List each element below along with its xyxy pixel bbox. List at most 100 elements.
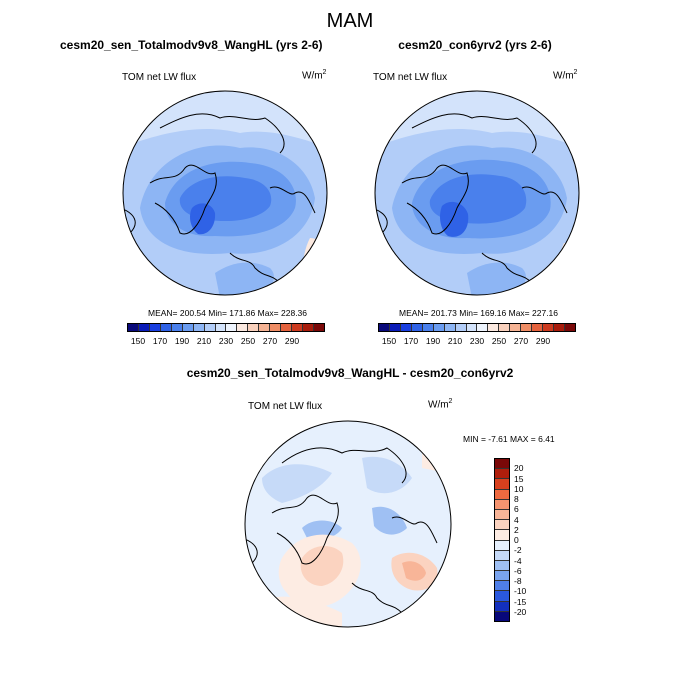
- diff-panel-colorbar-swatch: [495, 540, 509, 551]
- panel-1-colorbar-tick-label: 230: [218, 336, 234, 346]
- panel-1-colorbar-labels: 150 170 190 210 230 250 270 290: [127, 336, 325, 348]
- diff-panel-colorbar-swatch: [495, 560, 509, 572]
- panel-2-coastline: [401, 164, 469, 235]
- panel-1-field-region: [302, 238, 327, 295]
- panel-2-units: W/m2: [553, 69, 578, 82]
- panel-1-colorbar-tick-label: 250: [240, 336, 256, 346]
- diff-panel-colorbar-tick-label: 15: [514, 473, 524, 484]
- panel-2-stats: MEAN= 201.73 Min= 169.16 Max= 227.16: [399, 308, 559, 318]
- panel-1-colorbar-swatch: [237, 324, 249, 331]
- panel-2-colorbar-swatch: [379, 324, 390, 331]
- panel-1-colorbar-swatch: [292, 324, 303, 331]
- panel-2-colorbar-swatch: [466, 324, 478, 331]
- diff-panel-field-region: [402, 561, 426, 581]
- panel-1-title: cesm20_sen_Totalmodv9v8_WangHL (yrs 2-6): [60, 38, 323, 52]
- panel-1-colorbar-swatch: [204, 324, 216, 331]
- diff-panel-colorbar-swatch: [495, 459, 509, 470]
- panel-2-field-region: [375, 238, 388, 273]
- diff-panel-units: W/m2: [428, 398, 453, 411]
- panel-2-map-border: [374, 90, 580, 296]
- panel-2-polar-map: [374, 90, 580, 296]
- panel-2-colorbar-swatch: [444, 324, 456, 331]
- panel-1-colorbar-swatch: [313, 324, 324, 331]
- panel-1-colorbar-swatch: [303, 324, 314, 331]
- panel-1-colorbar-swatch: [171, 324, 183, 331]
- panel-1-colorbar-swatch: [182, 324, 194, 331]
- panel-2-colorbar-tick-label: 230: [469, 336, 485, 346]
- panel-1-colorbar-tick-label: 270: [262, 336, 278, 346]
- panel-1-coastline: [269, 186, 316, 214]
- panel-1-colorbar-tick-label: 210: [196, 336, 212, 346]
- panel-2-colorbar-tick-label: 210: [447, 336, 463, 346]
- panel-2-colorbar-swatch: [521, 324, 533, 331]
- panel-2-colorbar-swatch: [543, 324, 554, 331]
- panel-1-colorbar-swatch: [248, 324, 260, 331]
- diff-panel-field-region: [262, 464, 332, 503]
- panel-1-colorbar-swatch: [149, 324, 161, 331]
- diff-panel-field-region: [362, 456, 412, 494]
- panel-2-colorbar-swatch: [433, 324, 445, 331]
- diff-panel-colorbar-tick-label: 4: [514, 514, 519, 525]
- panel-2-colorbar-labels: 150 170 190 210 230 250 270 290: [378, 336, 576, 348]
- panel-2-coastline: [521, 186, 568, 214]
- panel-1-colorbar-tick-label: 290: [284, 336, 300, 346]
- panel-2-colorbar: [378, 323, 576, 332]
- panel-1-colorbar: [127, 323, 325, 332]
- diff-panel-colorbar-swatch: [495, 499, 509, 510]
- panel-2-variable-label: TOM net LW flux: [373, 72, 448, 83]
- panel-1-colorbar-swatch: [270, 324, 282, 331]
- panel-2-colorbar-tick-label: 170: [403, 336, 419, 346]
- panel-2-colorbar-swatch: [510, 324, 522, 331]
- diff-panel-colorbar-tick-label: -15: [514, 596, 527, 607]
- panel-2-coastline: [411, 113, 537, 154]
- panel-2-field-region: [440, 201, 469, 237]
- panel-1-colorbar-swatch: [193, 324, 205, 331]
- panel-2-colorbar-tick-label: 150: [381, 336, 397, 346]
- panel-1-map-border: [122, 90, 328, 296]
- panel-2-colorbar-swatch: [564, 324, 575, 331]
- diff-panel-colorbar-swatch: [495, 550, 509, 561]
- diff-panel-field-region: [300, 546, 344, 586]
- panel-2-colorbar-swatch: [477, 324, 489, 331]
- diff-panel-variable-label: TOM net LW flux: [248, 401, 323, 412]
- diff-panel-coastline: [281, 447, 407, 484]
- diff-panel-colorbar-swatch: [495, 581, 509, 592]
- panel-2-colorbar-swatch: [389, 324, 401, 331]
- diff-panel-colorbar-tick-label: 6: [514, 504, 519, 515]
- panel-2-title: cesm20_con6yrv2 (yrs 2-6): [398, 38, 552, 52]
- diff-panel-colorbar-tick-label: -4: [514, 555, 522, 566]
- panel-1-colorbar-tick-label: 190: [174, 336, 190, 346]
- diff-panel-minmax: MIN = -7.61 MAX = 6.41: [463, 434, 555, 444]
- diff-panel-colorbar-swatch: [495, 571, 509, 582]
- panel-1-coastline: [149, 164, 217, 235]
- diff-panel-coastline: [271, 494, 339, 565]
- panel-1-polar-map: [122, 90, 328, 296]
- diff-panel-colorbar-swatch: [495, 611, 509, 621]
- panel-1-colorbar-swatch: [226, 324, 238, 331]
- panel-1-colorbar-swatch: [160, 324, 172, 331]
- diff-panel-colorbar-tick-label: -6: [514, 565, 522, 576]
- panel-1-coastline: [159, 113, 285, 154]
- panel-1-colorbar-swatch: [215, 324, 227, 331]
- panel-1-colorbar-tick-label: 170: [152, 336, 168, 346]
- diff-panel-colorbar-swatch: [495, 520, 509, 531]
- diff-panel-colorbar-swatch: [495, 469, 509, 480]
- panel-2-colorbar-swatch: [400, 324, 412, 331]
- diff-panel-map-border: [244, 420, 452, 628]
- diff-panel-colorbar-tick-label: 8: [514, 494, 519, 504]
- figure-title: MAM: [326, 10, 374, 32]
- diff-panel-colorbar-swatch: [495, 591, 509, 602]
- panel-1-colorbar-tick-label: 150: [130, 336, 146, 346]
- panel-2-colorbar-swatch: [455, 324, 467, 331]
- diff-panel-colorbar: [494, 458, 510, 622]
- diff-panel-field-region: [372, 506, 407, 535]
- panel-2-colorbar-swatch: [532, 324, 544, 331]
- diff-panel-colorbar-swatch: [495, 489, 509, 500]
- diff-panel-field-region: [302, 520, 342, 540]
- diff-panel-colorbar-swatch: [495, 601, 509, 612]
- panel-2-colorbar-swatch: [488, 324, 500, 331]
- diff-panel-field-base: [245, 421, 451, 627]
- diff-panel-colorbar-swatch: [495, 509, 509, 521]
- panel-1-field-region: [123, 238, 136, 273]
- diff-panel-colorbar-swatch: [495, 479, 509, 490]
